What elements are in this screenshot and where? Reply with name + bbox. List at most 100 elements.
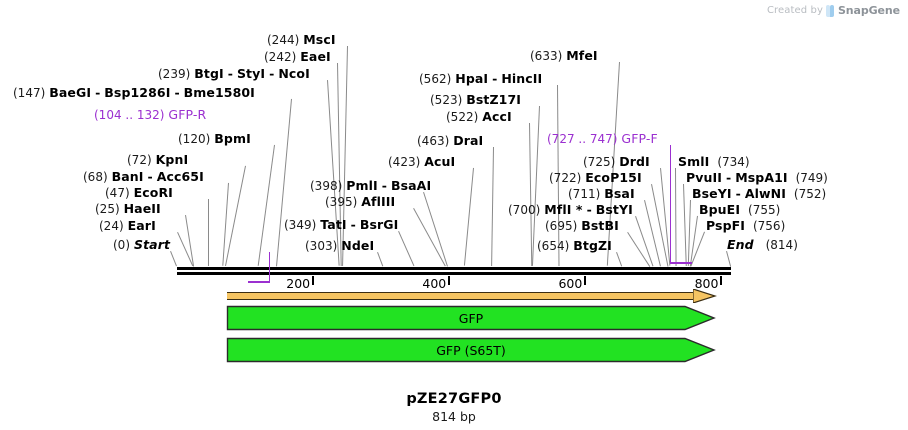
primer-label-gfp-f[interactable]: (727 .. 747) GFP-F [547,132,658,146]
site-enzyme: PvuII [686,170,723,185]
site-label-756[interactable]: PspFI (756) [706,219,785,233]
leader-line-398 [423,192,448,267]
site-label-734[interactable]: SmlI (734) [678,155,750,169]
site-label-700[interactable]: (700) MflI * - BstYI [508,202,633,217]
primer-range: (104 .. 132) [94,108,165,122]
site-enzyme: HpaI [455,71,489,86]
site-label-349[interactable]: (349) TatI - BsrGI [284,217,399,232]
leader-line-147 [276,98,292,266]
site-label-398[interactable]: (398) PmlI - BsaAI [310,178,432,193]
site-pos: (68) [83,170,108,184]
site-enzyme: BstBI [581,218,619,233]
leader-line-749 [683,184,687,267]
leader-line-303 [377,252,384,267]
site-pos: (398) [310,179,343,193]
site-pos: (242) [264,50,297,64]
site-label-242[interactable]: (242) EaeI [264,50,331,64]
site-label-522[interactable]: (522) AccI [446,110,512,124]
site-enzyme: BsaI [604,186,635,201]
site-pos: (700) [508,203,541,217]
site-enzyme: MfeI [566,48,598,63]
site-pos: (756) [752,219,786,233]
ruler-label-200: 200 [286,276,311,291]
site-pos: (695) [545,219,578,233]
site-enzyme: MspA1I [735,170,788,185]
site-enzyme: DrdI [619,154,650,169]
site-pos: (244) [267,33,300,47]
site-enzyme: DraI [453,133,484,148]
site-label-755[interactable]: BpuEI (755) [699,203,780,217]
site-label-25[interactable]: (25) HaeII [95,202,161,216]
site-label-24[interactable]: (24) EarI [99,219,156,233]
site-pos: (423) [388,155,421,169]
site-label-562[interactable]: (562) HpaI - HincII [419,71,543,86]
feature-gfp-s65t[interactable]: GFP (S65T) [226,337,716,363]
site-enzyme: Bme1580I [183,85,255,100]
site-label-120[interactable]: (120) BpmI [178,132,251,146]
site-label-752[interactable]: BseYI - AlwNI (752) [692,186,827,201]
start-label[interactable]: (0) Start [113,238,170,252]
site-pos: (349) [284,218,317,232]
leader-line-522 [529,123,533,267]
feature-gfp-shape [226,305,716,331]
site-pos: (72) [127,153,152,167]
site-pos: (463) [417,134,450,148]
site-pos: (47) [105,186,130,200]
site-pos: (24) [99,219,124,233]
primer-stem-gfp-r [269,252,270,282]
promoter-region-arrow[interactable] [227,289,717,303]
site-label-244[interactable]: (244) MscI [267,33,336,47]
site-label-239[interactable]: (239) BtgI - StyI - NcoI [158,66,310,81]
site-label-633[interactable]: (633) MfeI [530,49,598,63]
site-enzyme: PspFI [706,218,746,233]
site-label-395[interactable]: (395) AflIII [325,195,395,209]
site-label-303[interactable]: (303) NdeI [305,239,374,253]
site-label-72[interactable]: (72) KpnI [127,153,188,167]
site-enzyme: BsaAI [390,178,432,193]
leader-line-654 [616,252,623,267]
snapgene-watermark: Created by SnapGene [767,4,900,17]
site-label-722[interactable]: (722) EcoP15I [549,171,642,185]
site-pos: (749) [795,171,828,185]
site-label-523[interactable]: (523) BstZ17I [430,93,521,107]
site-label-711[interactable]: (711) BsaI [568,187,635,201]
site-label-695[interactable]: (695) BstBI [545,219,619,233]
site-enzyme: NdeI [341,238,375,253]
ruler-label-400: 400 [422,276,447,291]
primer-bar-gfp-f[interactable] [670,262,692,264]
site-pos: (755) [748,203,781,217]
site-label-147[interactable]: (147) BaeGI - Bsp1286I - Bme1580I [13,85,255,100]
site-enzyme: SmlI [678,154,710,169]
site-label-423[interactable]: (423) AcuI [388,155,455,169]
start-pos: (0) [113,238,130,252]
end-label[interactable]: End (814) [727,238,798,252]
feature-gfp[interactable]: GFP [226,305,716,331]
leader-line-711 [644,200,661,267]
site-enzyme: EarI [127,218,156,233]
site-enzyme: StyI [236,66,266,81]
start-name: Start [133,237,171,252]
site-enzyme: BtgI [194,66,224,81]
end-name: End [727,237,754,252]
site-pos: (522) [446,110,479,124]
end-pos: (814) [765,238,798,252]
site-label-47[interactable]: (47) EcoRI [105,186,173,200]
site-pos: (395) [325,195,358,209]
primer-bar-gfp-r[interactable] [248,281,270,283]
site-pos: (633) [530,49,563,63]
site-pos: (722) [549,171,582,185]
site-label-749[interactable]: PvuII - MspA1I (749) [686,170,828,185]
site-enzyme: AcuI [424,154,456,169]
site-label-725[interactable]: (725) DrdI [583,155,650,169]
site-label-654[interactable]: (654) BtgZI [537,239,612,253]
dna-backbone-bottom [177,272,731,275]
site-enzyme: NcoI [278,66,310,81]
site-enzyme: AlwNI [744,186,786,201]
site-pos: (654) [537,239,570,253]
primer-range: (727 .. 747) [547,132,618,146]
site-label-463[interactable]: (463) DraI [417,134,483,148]
leader-line-120 [257,144,275,266]
primer-label-gfp-r[interactable]: (104 .. 132) GFP-R [94,108,206,122]
site-label-68[interactable]: (68) BanI - Acc65I [83,169,204,184]
site-pos: (25) [95,202,120,216]
